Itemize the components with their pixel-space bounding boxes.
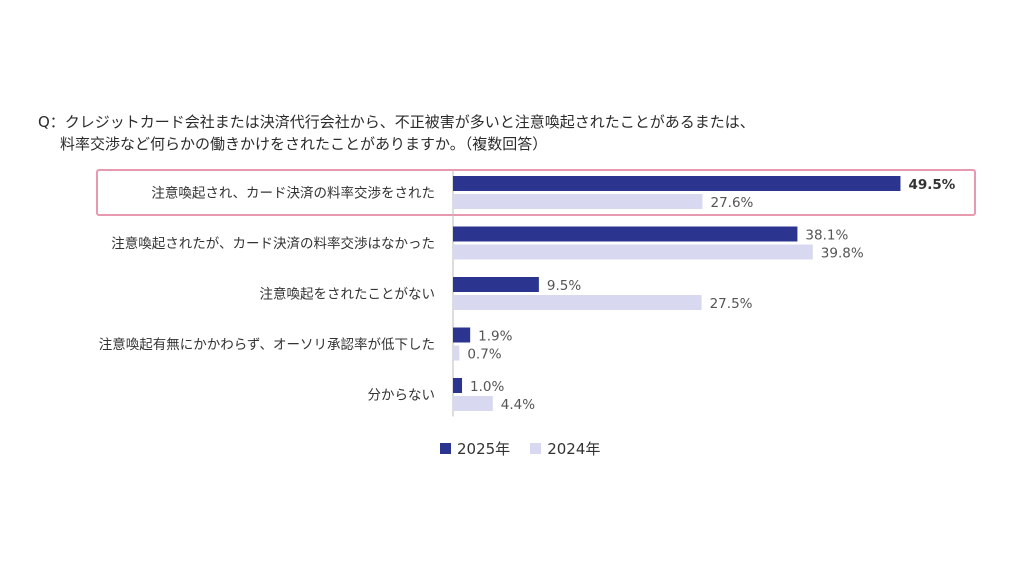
legend-item-2024: 2024年	[530, 438, 600, 459]
legend-label-2024: 2024年	[547, 440, 601, 458]
bar-2024	[453, 295, 702, 310]
data-label: 1.0%	[470, 379, 504, 395]
question-line-2: 料率交渉など何らかの働きかけをされたことがありますか。（複数回答）	[60, 135, 548, 153]
question-text: Q：クレジットカード会社または決済代行会社から、不正被害が多いと注意喚起されたこ…	[38, 111, 755, 155]
category-label: 注意喚起され、カード決済の料率交渉をされた	[151, 185, 435, 202]
bar-2025	[453, 327, 471, 343]
bar-2024	[453, 244, 813, 260]
bar-2024	[453, 396, 493, 411]
bar-2024	[453, 194, 703, 209]
data-label: 4.4%	[501, 397, 535, 413]
data-label: 27.5%	[710, 296, 753, 312]
bar-2025	[453, 176, 901, 191]
bar-2025	[453, 277, 539, 292]
data-label: 0.7%	[467, 347, 501, 363]
category-label: 注意喚起をされたことがない	[260, 286, 436, 303]
highlight-box	[96, 169, 976, 216]
legend-label-2025: 2025年	[457, 440, 511, 458]
category-label: 注意喚起されたが、カード決済の料率交渉はなかった	[111, 235, 435, 252]
data-label: 1.9%	[478, 329, 512, 345]
category-label: 注意喚起有無にかかわらず、オーソリ承認率が低下した	[99, 336, 435, 353]
legend: 2025年 2024年	[440, 438, 600, 459]
data-label: 9.5%	[547, 278, 581, 294]
legend-item-2025: 2025年	[440, 438, 510, 459]
data-label: 49.5%	[908, 177, 955, 193]
data-label: 27.6%	[711, 195, 754, 211]
bar-2025	[453, 226, 798, 242]
data-label: 38.1%	[805, 228, 848, 244]
question-line-1: Q：クレジットカード会社または決済代行会社から、不正被害が多いと注意喚起されたこ…	[38, 113, 755, 131]
category-label: 分からない	[368, 388, 436, 404]
legend-swatch-2025	[440, 443, 451, 454]
bar-2025	[453, 378, 463, 393]
bar-2024	[453, 345, 460, 361]
data-label: 39.8%	[821, 246, 864, 262]
legend-swatch-2024	[530, 443, 542, 454]
